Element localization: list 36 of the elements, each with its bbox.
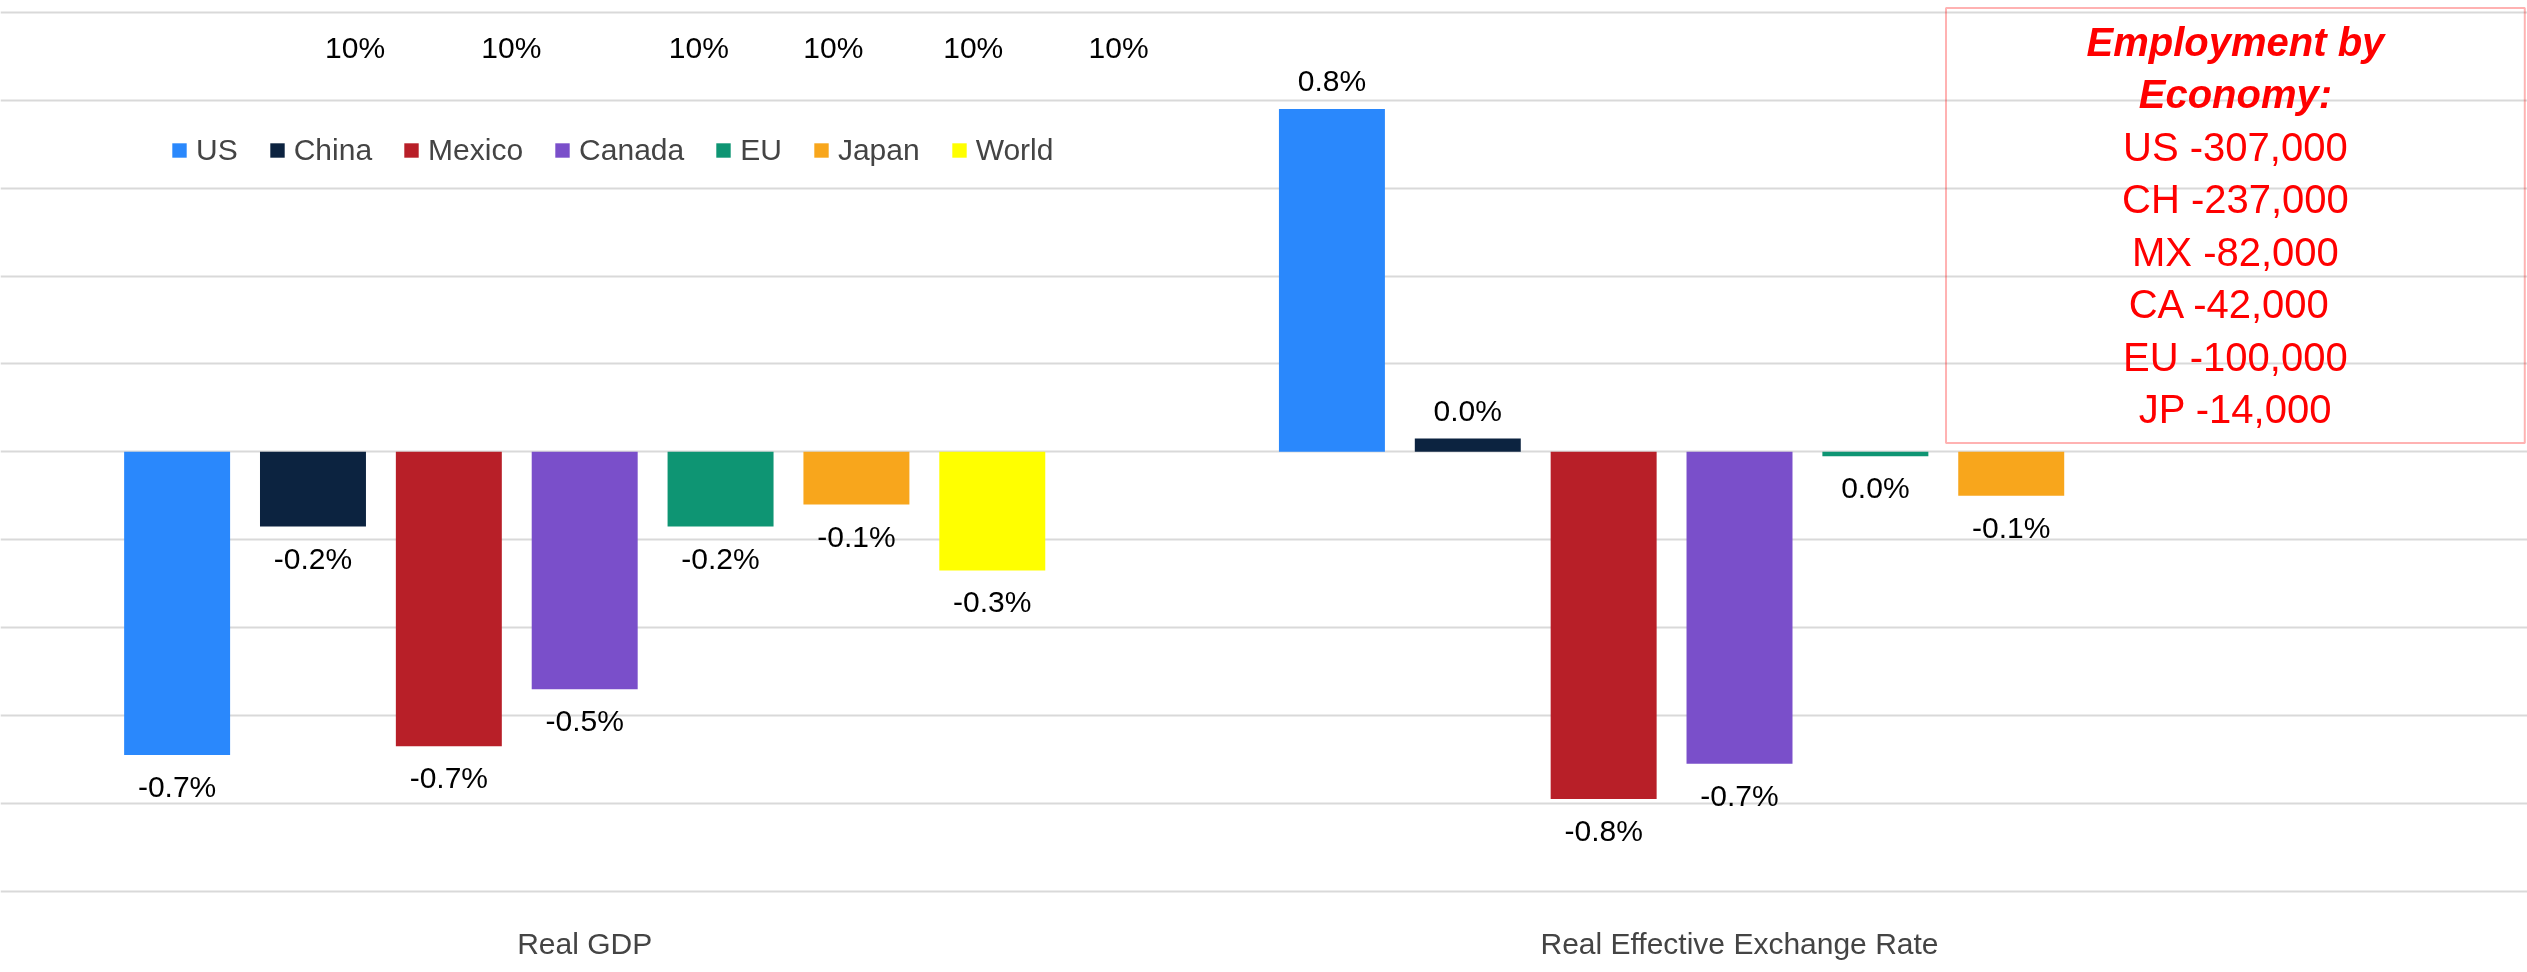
x-tick-label: Real GDP [517,926,653,960]
text: 10% [943,30,1004,64]
text: 10% [803,30,864,64]
legend-label: Japan [837,133,920,167]
data-label: -0.8% [1564,814,1643,847]
text: 10% [1088,30,1149,64]
data-label: -0.5% [545,704,624,738]
legend-label: World [975,133,1054,167]
annotation: CA -42,000 [2128,282,2329,327]
data-label: -0.7% [137,770,217,804]
annotation: EU -100,000 [2123,334,2348,379]
annotation: Economy: [2138,72,2333,117]
legend-label: China [293,133,373,167]
text: 10% [325,30,386,64]
data-label: -0.7% [409,761,489,795]
text: 10% [481,30,542,64]
data-label: 0.0% [1433,393,1502,427]
annotation: MX -82,000 [2132,229,2339,274]
text: 10% [668,30,729,64]
data-label: 0.0% [1841,471,1910,505]
legend-label: EU [740,133,782,167]
legend-label: US [196,133,238,167]
data-label: -0.7% [1700,778,1779,812]
data-label: -0.2% [681,541,760,575]
text: Employment by [2086,19,2387,64]
annotation: CH -237,000 [2122,177,2349,222]
data-label: -0.1% [817,519,896,553]
data-label: -0.1% [1972,510,2051,544]
data-label: -0.3% [953,585,1032,619]
data-label: 0.8% [1297,64,1367,97]
annotation: US -307,000 [2123,124,2348,169]
legend-label: Canada [579,133,685,167]
legend-label: Mexico [428,133,524,167]
x-tick-label: Real Effective Exchange Rate [1540,926,1939,960]
annotation: JP -14,000 [2138,386,2332,431]
data-label: -0.2% [273,541,353,575]
